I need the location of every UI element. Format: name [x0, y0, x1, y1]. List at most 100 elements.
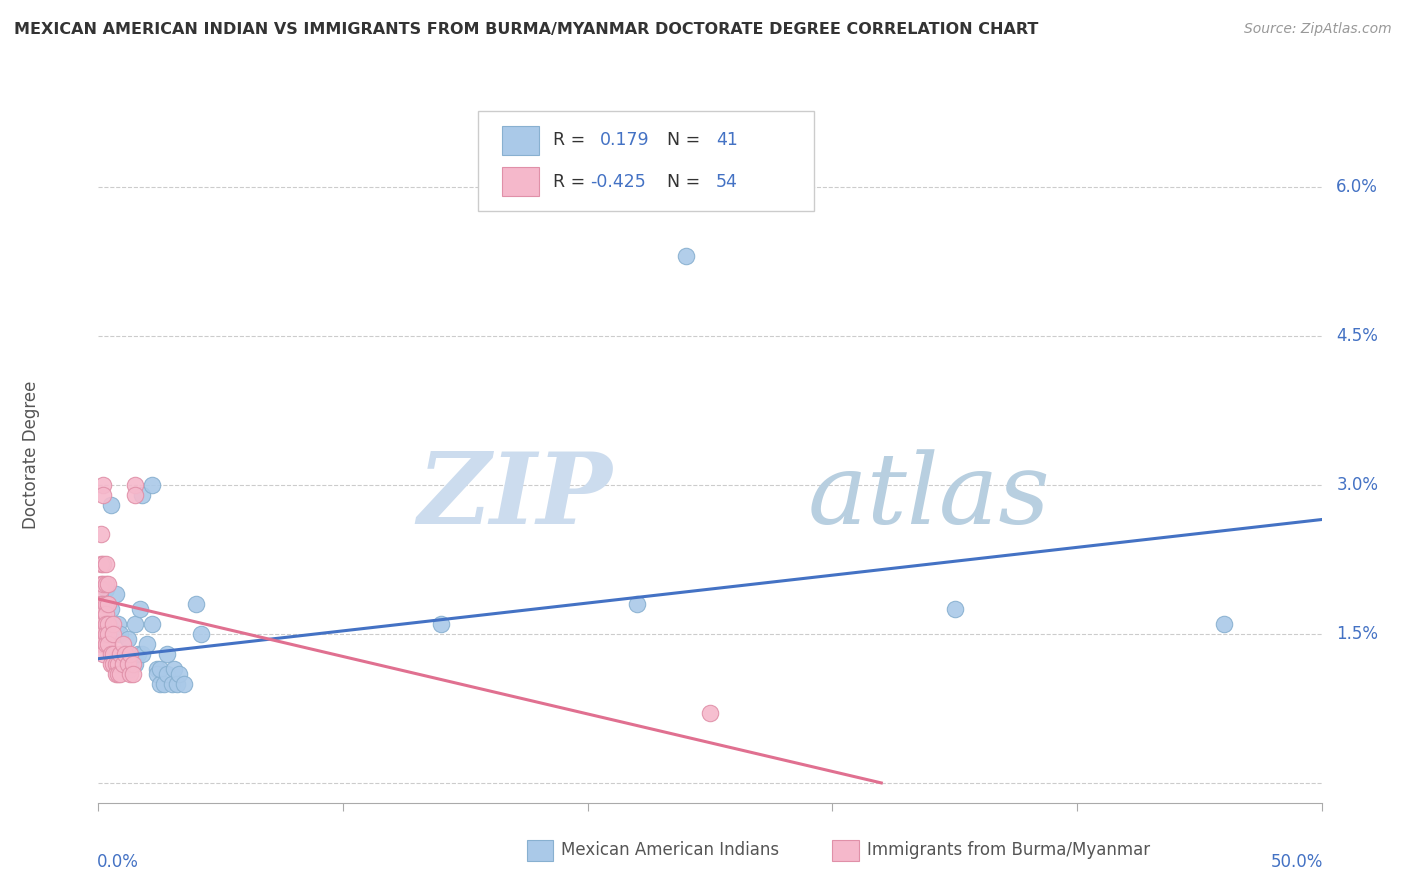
Point [186, 597, 208, 611]
Point [97, 577, 120, 591]
Point [163, 662, 186, 676]
Point [97, 616, 120, 631]
Point [90, 577, 112, 591]
Point [90, 558, 112, 572]
Point [131, 488, 153, 502]
Point [91, 647, 114, 661]
Point [90, 616, 112, 631]
Point [124, 477, 146, 491]
Point [111, 651, 134, 665]
Point [94, 597, 117, 611]
Point [101, 627, 124, 641]
Text: atlas: atlas [808, 449, 1050, 544]
Point [124, 488, 146, 502]
Point [120, 662, 142, 676]
Point [124, 616, 146, 631]
Text: R =: R = [554, 173, 591, 191]
Point [111, 657, 134, 671]
Point [104, 587, 127, 601]
Point [107, 657, 129, 671]
Text: Source: ZipAtlas.com: Source: ZipAtlas.com [1244, 22, 1392, 37]
Point [114, 647, 136, 661]
Point [149, 662, 172, 676]
Point [110, 666, 132, 681]
Point [156, 666, 179, 681]
Point [97, 627, 120, 641]
Point [141, 477, 163, 491]
Point [160, 676, 183, 690]
FancyBboxPatch shape [526, 839, 554, 861]
Point [699, 706, 721, 721]
Text: ZIP: ZIP [418, 449, 612, 545]
Point [117, 657, 139, 671]
Point [146, 662, 169, 676]
Text: 4.5%: 4.5% [1336, 326, 1378, 344]
Point [111, 637, 134, 651]
Point [94, 607, 117, 621]
Point [91, 616, 114, 631]
Point [121, 666, 143, 681]
Point [110, 627, 132, 641]
Point [91, 558, 114, 572]
Point [141, 616, 163, 631]
Point [136, 637, 159, 651]
Point [91, 627, 114, 641]
Text: 1.5%: 1.5% [1336, 624, 1378, 643]
FancyBboxPatch shape [502, 167, 538, 196]
Point [94, 577, 117, 591]
Point [90, 637, 112, 651]
Point [100, 657, 122, 671]
Point [127, 647, 149, 661]
Point [675, 249, 697, 263]
Point [100, 602, 122, 616]
Point [100, 498, 122, 512]
Text: 0.0%: 0.0% [97, 853, 139, 871]
Point [131, 647, 153, 661]
Text: -0.425: -0.425 [591, 173, 645, 191]
Point [146, 666, 169, 681]
Text: 54: 54 [716, 173, 738, 191]
Text: N =: N = [668, 131, 706, 149]
Point [107, 616, 129, 631]
Point [90, 527, 112, 541]
Point [166, 676, 188, 690]
Point [90, 607, 112, 621]
Text: 0.179: 0.179 [600, 131, 650, 149]
Point [90, 597, 112, 611]
Text: 41: 41 [716, 131, 738, 149]
Point [97, 597, 120, 611]
Point [153, 676, 176, 690]
Point [167, 666, 190, 681]
Point [124, 657, 146, 671]
Point [90, 582, 112, 596]
Point [97, 616, 120, 631]
Point [100, 647, 122, 661]
Point [173, 676, 195, 690]
Point [430, 616, 453, 631]
Point [1212, 616, 1234, 631]
Point [101, 647, 124, 661]
Point [107, 666, 129, 681]
Point [120, 647, 142, 661]
FancyBboxPatch shape [478, 111, 814, 211]
Point [94, 616, 117, 631]
Point [101, 647, 124, 661]
Text: Mexican American Indians: Mexican American Indians [561, 841, 779, 859]
Point [91, 477, 114, 491]
Point [91, 597, 114, 611]
FancyBboxPatch shape [832, 839, 859, 861]
Text: MEXICAN AMERICAN INDIAN VS IMMIGRANTS FROM BURMA/MYANMAR DOCTORATE DEGREE CORREL: MEXICAN AMERICAN INDIAN VS IMMIGRANTS FR… [14, 22, 1039, 37]
Point [149, 676, 172, 690]
Point [117, 632, 139, 646]
Point [626, 597, 648, 611]
Point [104, 666, 127, 681]
Text: Doctorate Degree: Doctorate Degree [22, 381, 41, 529]
Point [121, 657, 143, 671]
Point [104, 657, 127, 671]
Point [111, 647, 134, 661]
Text: 50.0%: 50.0% [1271, 853, 1323, 871]
Point [156, 647, 179, 661]
Point [97, 637, 120, 651]
Point [120, 657, 142, 671]
Point [90, 627, 112, 641]
